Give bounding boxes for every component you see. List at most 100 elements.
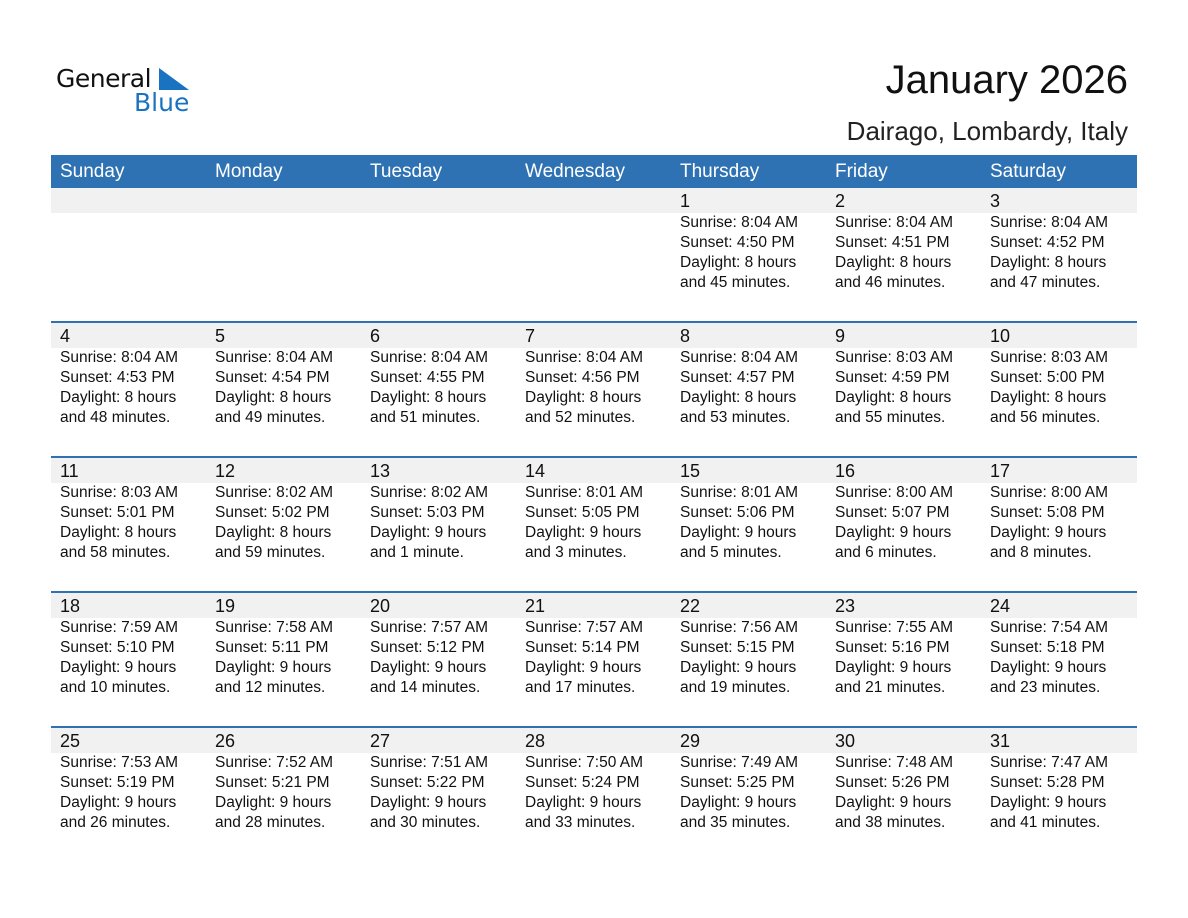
day-number: 23 [835, 596, 856, 616]
sunset-text: Sunset: 4:54 PM [215, 369, 330, 386]
sunrise-text: Sunrise: 7:58 AM [215, 619, 334, 636]
daylight-text: Daylight: 9 hours [680, 524, 797, 541]
daylight-text: Daylight: 9 hours [835, 524, 952, 541]
day-cell: 7 Sunrise: 8:04 AM Sunset: 4:56 PM Daylight… [516, 323, 671, 456]
daylight-minutes-text: and 3 minutes. [525, 544, 627, 561]
day-cell: 21 Sunrise: 7:57 AM Sunset: 5:14 PM Dayligh… [516, 593, 671, 726]
week-row: 4 Sunrise: 8:04 AM Sunset: 4:53 PM Daylight… [51, 321, 1137, 456]
sunset-text: Sunset: 5:15 PM [680, 639, 795, 656]
day-cell [51, 188, 206, 321]
day-cell: 26 Sunrise: 7:52 AM Sunset: 5:21 PM Dayligh… [206, 728, 361, 861]
day-number: 26 [215, 731, 236, 751]
day-number: 1 [680, 191, 691, 211]
day-number: 30 [835, 731, 856, 751]
location-subtitle: Dairago, Lombardy, Italy [846, 116, 1128, 146]
day-number: 21 [525, 596, 546, 616]
day-number: 10 [990, 326, 1011, 346]
day-number: 29 [680, 731, 701, 751]
day-number: 12 [215, 461, 236, 481]
day-cell: 23 Sunrise: 7:55 AM Sunset: 5:16 PM Dayligh… [826, 593, 981, 726]
sunset-text: Sunset: 5:14 PM [525, 639, 640, 656]
day-number: 5 [215, 326, 226, 346]
day-cell: 2 Sunrise: 8:04 AM Sunset: 4:51 PM Daylight… [826, 188, 981, 321]
daylight-minutes-text: and 56 minutes. [990, 409, 1101, 426]
daylight-text: Daylight: 8 hours [680, 389, 797, 406]
daylight-minutes-text: and 33 minutes. [525, 814, 636, 831]
day-number: 25 [60, 731, 81, 751]
daylight-text: Daylight: 9 hours [370, 794, 487, 811]
sunrise-text: Sunrise: 8:04 AM [680, 349, 799, 366]
daylight-minutes-text: and 35 minutes. [680, 814, 791, 831]
date-strip [51, 593, 1137, 618]
sunset-text: Sunset: 5:00 PM [990, 369, 1105, 386]
weekday-thursday: Thursday [680, 161, 760, 182]
date-strip [51, 188, 1137, 213]
sunset-text: Sunset: 5:28 PM [990, 774, 1105, 791]
sunset-text: Sunset: 5:22 PM [370, 774, 485, 791]
weekday-sunday: Sunday [60, 161, 125, 182]
sunset-text: Sunset: 5:06 PM [680, 504, 795, 521]
sunset-text: Sunset: 5:18 PM [990, 639, 1105, 656]
sunrise-text: Sunrise: 7:48 AM [835, 754, 954, 771]
day-cell: 9 Sunrise: 8:03 AM Sunset: 4:59 PM Daylight… [826, 323, 981, 456]
daylight-text: Daylight: 8 hours [990, 254, 1107, 271]
day-cell: 24 Sunrise: 7:54 AM Sunset: 5:18 PM Dayligh… [981, 593, 1136, 726]
sunrise-text: Sunrise: 8:00 AM [835, 484, 954, 501]
daylight-minutes-text: and 59 minutes. [215, 544, 326, 561]
daylight-text: Daylight: 9 hours [215, 794, 332, 811]
day-number: 2 [835, 191, 846, 211]
day-cell: 6 Sunrise: 8:04 AM Sunset: 4:55 PM Daylight… [361, 323, 516, 456]
sunrise-text: Sunrise: 7:57 AM [370, 619, 489, 636]
sunrise-text: Sunrise: 8:01 AM [680, 484, 799, 501]
sunrise-text: Sunrise: 8:04 AM [370, 349, 489, 366]
day-cell: 13 Sunrise: 8:02 AM Sunset: 5:03 PM Dayligh… [361, 458, 516, 591]
sunrise-text: Sunrise: 7:53 AM [60, 754, 179, 771]
day-number: 15 [680, 461, 701, 481]
sunset-text: Sunset: 4:55 PM [370, 369, 485, 386]
day-number: 14 [525, 461, 546, 481]
daylight-minutes-text: and 49 minutes. [215, 409, 326, 426]
sunrise-text: Sunrise: 8:04 AM [990, 214, 1109, 231]
sunset-text: Sunset: 5:01 PM [60, 504, 175, 521]
daylight-minutes-text: and 5 minutes. [680, 544, 782, 561]
logo-text-general: General [56, 64, 152, 93]
day-number: 11 [60, 461, 79, 481]
day-cell: 12 Sunrise: 8:02 AM Sunset: 5:02 PM Dayligh… [206, 458, 361, 591]
daylight-minutes-text: and 19 minutes. [680, 679, 791, 696]
daylight-minutes-text: and 28 minutes. [215, 814, 326, 831]
day-number: 19 [215, 596, 236, 616]
sunrise-text: Sunrise: 7:57 AM [525, 619, 644, 636]
day-number: 8 [680, 326, 691, 346]
daylight-minutes-text: and 12 minutes. [215, 679, 326, 696]
day-cell [516, 188, 671, 321]
daylight-minutes-text: and 52 minutes. [525, 409, 636, 426]
sunset-text: Sunset: 5:21 PM [215, 774, 330, 791]
day-cell: 3 Sunrise: 8:04 AM Sunset: 4:52 PM Daylight… [981, 188, 1136, 321]
daylight-text: Daylight: 9 hours [835, 659, 952, 676]
daylight-text: Daylight: 8 hours [60, 524, 177, 541]
sunset-text: Sunset: 4:59 PM [835, 369, 950, 386]
sunrise-text: Sunrise: 8:04 AM [215, 349, 334, 366]
daylight-minutes-text: and 8 minutes. [990, 544, 1092, 561]
daylight-text: Daylight: 9 hours [60, 794, 177, 811]
day-cell: 1 Sunrise: 8:04 AM Sunset: 4:50 PM Daylight… [671, 188, 826, 321]
day-cell [206, 188, 361, 321]
daylight-text: Daylight: 8 hours [680, 254, 797, 271]
daylight-minutes-text: and 55 minutes. [835, 409, 946, 426]
day-number: 22 [680, 596, 701, 616]
sunset-text: Sunset: 5:19 PM [60, 774, 175, 791]
daylight-minutes-text: and 21 minutes. [835, 679, 946, 696]
sunrise-text: Sunrise: 8:04 AM [60, 349, 179, 366]
daylight-minutes-text: and 38 minutes. [835, 814, 946, 831]
sunrise-text: Sunrise: 8:03 AM [60, 484, 179, 501]
day-number: 16 [835, 461, 856, 481]
daylight-text: Daylight: 8 hours [370, 389, 487, 406]
sunrise-text: Sunrise: 7:55 AM [835, 619, 954, 636]
sunrise-text: Sunrise: 7:52 AM [215, 754, 334, 771]
page-title: January 2026 [885, 58, 1128, 102]
sunrise-text: Sunrise: 7:54 AM [990, 619, 1109, 636]
day-cell: 28 Sunrise: 7:50 AM Sunset: 5:24 PM Dayligh… [516, 728, 671, 861]
weekday-wednesday: Wednesday [525, 161, 625, 182]
week-row: 25 Sunrise: 7:53 AM Sunset: 5:19 PM Dayligh… [51, 726, 1137, 861]
